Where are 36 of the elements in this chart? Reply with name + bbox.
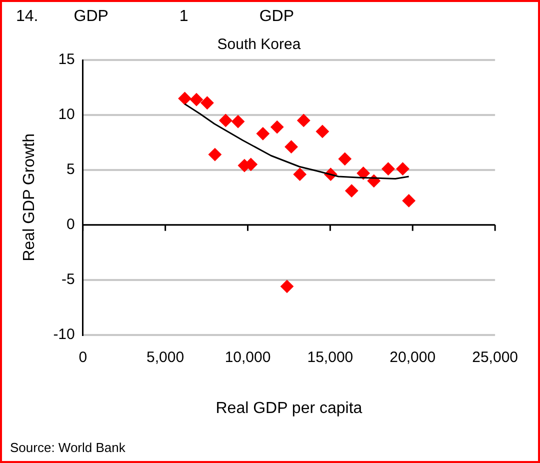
point: [293, 168, 306, 181]
y-tick-label: 15: [58, 51, 75, 68]
y-tick-label: -5: [62, 270, 75, 288]
x-tick-label: 20,000: [390, 348, 436, 366]
point: [316, 124, 329, 138]
y-tick-label: -10: [53, 326, 75, 343]
y-tick-label: 5: [66, 161, 75, 178]
point: [297, 114, 310, 127]
point: [356, 166, 370, 180]
x-axis-title: Real GDP per capita: [216, 400, 362, 417]
point: [382, 162, 395, 176]
point: [345, 184, 358, 198]
point: [208, 148, 222, 162]
point: [270, 120, 284, 134]
point: [402, 194, 416, 208]
x-tick-label: 15,000: [307, 348, 354, 366]
x-tick-label: 25,000: [472, 348, 518, 366]
y-axis-title: Real GDP Growth: [21, 134, 38, 262]
y-tick-label: 0: [66, 216, 75, 234]
point: [232, 115, 245, 128]
point: [219, 114, 232, 127]
point: [178, 92, 192, 105]
source-note: Source: World Bank: [10, 440, 126, 455]
x-tick-label: 0: [78, 348, 88, 366]
point: [284, 140, 298, 154]
point: [396, 162, 410, 176]
chart-title: 14. GDP 1 GDP: [15, 7, 296, 27]
x-tick-label: 10,000: [224, 348, 271, 366]
point: [338, 152, 352, 166]
point: [200, 96, 214, 110]
point: [190, 93, 203, 106]
y-tick-label: 10: [58, 106, 75, 124]
x-tick-label: 5,000: [146, 348, 184, 366]
point: [256, 127, 270, 140]
point: [280, 280, 294, 293]
chart-subtitle: South Korea: [217, 36, 302, 54]
